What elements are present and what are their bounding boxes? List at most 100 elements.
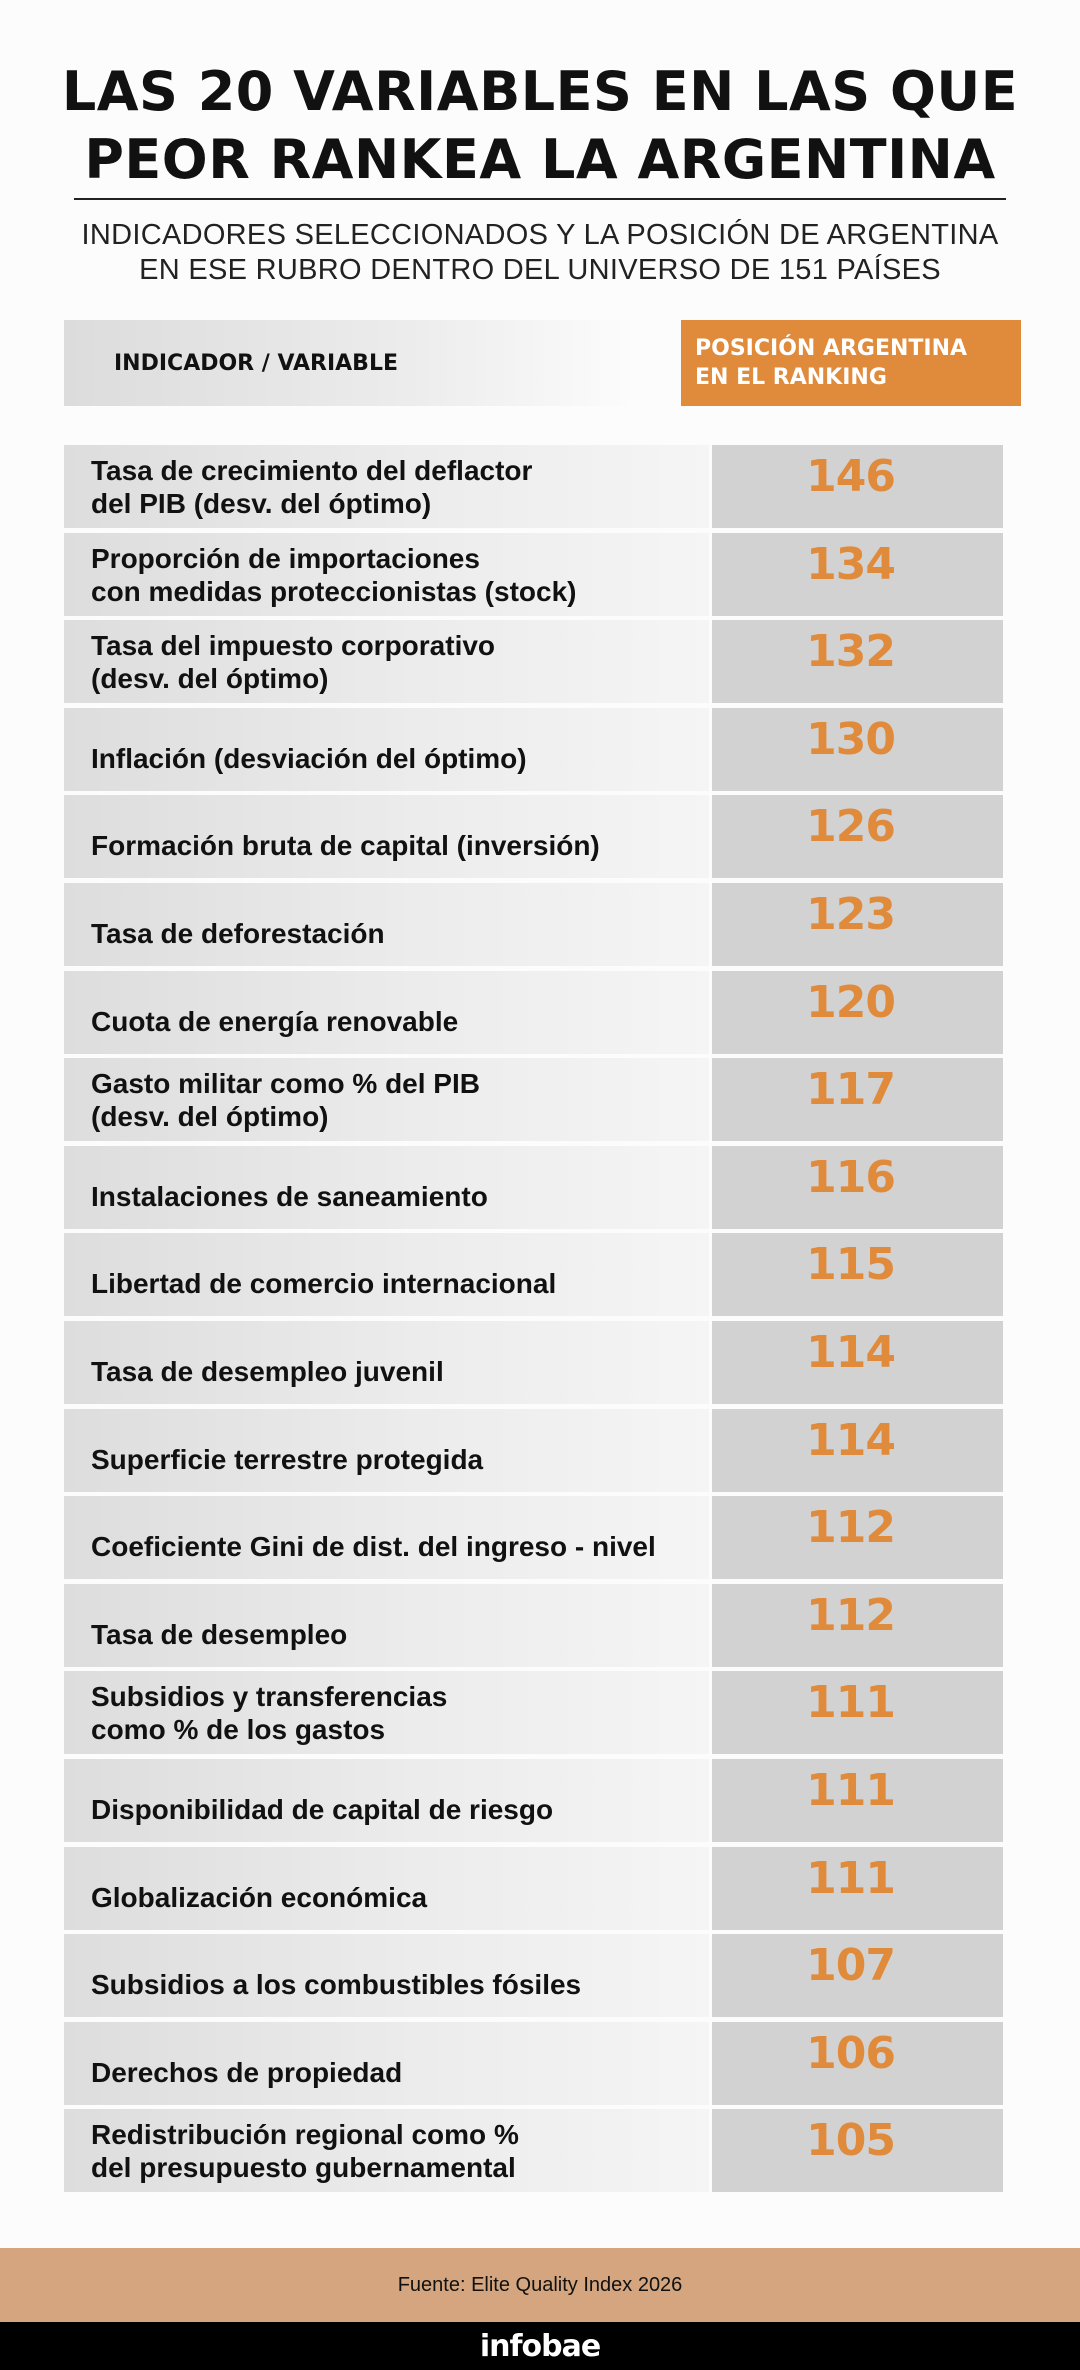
indicator-label: Redistribución regional como % del presu… xyxy=(91,2118,519,2183)
indicator-label: Tasa de crecimiento del deflactor del PI… xyxy=(91,454,533,519)
indicator-label: Proporción de importaciones con medidas … xyxy=(91,542,577,607)
table-row: Redistribución regional como % del presu… xyxy=(64,2109,1003,2192)
indicator-cell: Redistribución regional como % del presu… xyxy=(64,2109,709,2192)
table-row: Tasa de desempleo 112 xyxy=(64,1584,1003,1667)
indicator-label: Derechos de propiedad xyxy=(91,2057,403,2088)
position-value: 111 xyxy=(806,1853,896,1904)
indicator-cell: Tasa del impuesto corporativo (desv. del… xyxy=(64,620,709,703)
indicator-cell: Inflación (desviación del óptimo) xyxy=(64,708,709,791)
indicator-cell: Disponibilidad de capital de riesgo xyxy=(64,1759,709,1842)
indicator-label: Subsidios a los combustibles fósiles xyxy=(91,1969,582,2000)
column-header-indicator-label: INDICADOR / VARIABLE xyxy=(114,350,399,376)
indicator-label: Tasa del impuesto corporativo (desv. del… xyxy=(91,629,496,694)
indicator-label: Globalización económica xyxy=(91,1882,428,1913)
indicator-cell: Gasto militar como % del PIB (desv. del … xyxy=(64,1058,709,1141)
table-row: Gasto militar como % del PIB (desv. del … xyxy=(64,1058,1003,1141)
position-value: 126 xyxy=(806,801,896,852)
table-row: Formación bruta de capital (inversión) 12… xyxy=(64,795,1003,878)
table-row: Tasa de desempleo juvenil 114 xyxy=(64,1321,1003,1404)
position-value: 107 xyxy=(806,1940,896,1991)
position-cell: 114 xyxy=(712,1321,1003,1404)
indicator-label: Subsidios y transferencias como % de los… xyxy=(91,1680,448,1745)
indicator-label: Coeficiente Gini de dist. del ingreso - … xyxy=(91,1531,656,1562)
position-cell: 107 xyxy=(712,1934,1003,2017)
title-divider xyxy=(74,198,1006,200)
indicator-label: Superficie terrestre protegida xyxy=(91,1444,484,1475)
position-cell: 111 xyxy=(712,1671,1003,1754)
column-header-position-label: POSICIÓN ARGENTINA EN EL RANKING xyxy=(695,336,968,390)
position-value: 123 xyxy=(806,889,896,940)
column-header-position: POSICIÓN ARGENTINA EN EL RANKING xyxy=(681,320,1021,406)
position-value: 132 xyxy=(806,626,896,677)
position-value: 111 xyxy=(806,1677,896,1728)
indicator-cell: Tasa de desempleo xyxy=(64,1584,709,1667)
position-value: 134 xyxy=(806,539,896,590)
position-cell: 111 xyxy=(712,1759,1003,1842)
indicator-label: Libertad de comercio internacional xyxy=(91,1268,557,1299)
position-value: 117 xyxy=(806,1064,896,1115)
indicator-label: Inflación (desviación del óptimo) xyxy=(91,743,527,774)
position-cell: 116 xyxy=(712,1146,1003,1229)
indicator-label: Formación bruta de capital (inversión) xyxy=(91,830,600,861)
indicator-cell: Tasa de crecimiento del deflactor del PI… xyxy=(64,445,709,528)
indicator-label: Disponibilidad de capital de riesgo xyxy=(91,1794,554,1825)
position-value: 114 xyxy=(806,1327,896,1378)
indicator-cell: Instalaciones de saneamiento xyxy=(64,1146,709,1229)
indicator-label: Tasa de deforestación xyxy=(91,918,385,949)
table-row: Disponibilidad de capital de riesgo 111 xyxy=(64,1759,1003,1842)
indicator-cell: Subsidios a los combustibles fósiles xyxy=(64,1934,709,2017)
position-cell: 111 xyxy=(712,1847,1003,1930)
source-bar: Fuente: Elite Quality Index 2026 xyxy=(0,2248,1080,2322)
page-subtitle: INDICADORES SELECCIONADOS Y LA POSICIÓN … xyxy=(81,219,999,286)
indicator-cell: Proporción de importaciones con medidas … xyxy=(64,533,709,616)
position-cell: 134 xyxy=(712,533,1003,616)
brand-bar: infobae xyxy=(0,2322,1080,2370)
table-row: Subsidios a los combustibles fósiles 107 xyxy=(64,1934,1003,2017)
position-cell: 117 xyxy=(712,1058,1003,1141)
position-cell: 120 xyxy=(712,971,1003,1054)
indicator-cell: Libertad de comercio internacional xyxy=(64,1233,709,1316)
page-title: LAS 20 VARIABLES EN LAS QUE PEOR RANKEA … xyxy=(61,60,1019,191)
indicator-cell: Superficie terrestre protegida xyxy=(64,1409,709,1492)
indicator-cell: Tasa de deforestación xyxy=(64,883,709,966)
position-value: 112 xyxy=(806,1590,896,1641)
indicator-label: Instalaciones de saneamiento xyxy=(91,1181,488,1212)
table-row: Proporción de importaciones con medidas … xyxy=(64,533,1003,616)
position-value: 111 xyxy=(806,1765,896,1816)
indicator-label: Tasa de desempleo xyxy=(91,1619,348,1650)
table-row: Coeficiente Gini de dist. del ingreso - … xyxy=(64,1496,1003,1579)
column-header-indicator: INDICADOR / VARIABLE xyxy=(64,320,638,406)
table-row: Tasa del impuesto corporativo (desv. del… xyxy=(64,620,1003,703)
position-cell: 112 xyxy=(712,1584,1003,1667)
position-cell: 126 xyxy=(712,795,1003,878)
position-value: 112 xyxy=(806,1502,896,1553)
position-value: 116 xyxy=(806,1152,896,1203)
position-value: 120 xyxy=(806,977,896,1028)
table-row: Inflación (desviación del óptimo) 130 xyxy=(64,708,1003,791)
position-value: 114 xyxy=(806,1415,896,1466)
table-row: Tasa de deforestación 123 xyxy=(64,883,1003,966)
indicator-cell: Formación bruta de capital (inversión) xyxy=(64,795,709,878)
table-row: Tasa de crecimiento del deflactor del PI… xyxy=(64,445,1003,528)
indicator-cell: Globalización económica xyxy=(64,1847,709,1930)
table-row: Derechos de propiedad 106 xyxy=(64,2022,1003,2105)
position-value: 146 xyxy=(806,451,896,502)
position-cell: 112 xyxy=(712,1496,1003,1579)
indicator-cell: Coeficiente Gini de dist. del ingreso - … xyxy=(64,1496,709,1579)
table-row: Cuota de energía renovable 120 xyxy=(64,971,1003,1054)
position-cell: 106 xyxy=(712,2022,1003,2105)
position-cell: 130 xyxy=(712,708,1003,791)
indicator-label: Gasto militar como % del PIB (desv. del … xyxy=(91,1067,480,1132)
indicator-cell: Cuota de energía renovable xyxy=(64,971,709,1054)
position-value: 105 xyxy=(806,2115,896,2166)
position-value: 115 xyxy=(806,1239,896,1290)
indicator-label: Cuota de energía renovable xyxy=(91,1006,459,1037)
position-cell: 114 xyxy=(712,1409,1003,1492)
table-row: Globalización económica 111 xyxy=(64,1847,1003,1930)
table-row: Instalaciones de saneamiento 116 xyxy=(64,1146,1003,1229)
table-row: Superficie terrestre protegida 114 xyxy=(64,1409,1003,1492)
indicator-label: Tasa de desempleo juvenil xyxy=(91,1356,444,1387)
position-cell: 146 xyxy=(712,445,1003,528)
indicator-cell: Derechos de propiedad xyxy=(64,2022,709,2105)
position-value: 130 xyxy=(806,714,896,765)
